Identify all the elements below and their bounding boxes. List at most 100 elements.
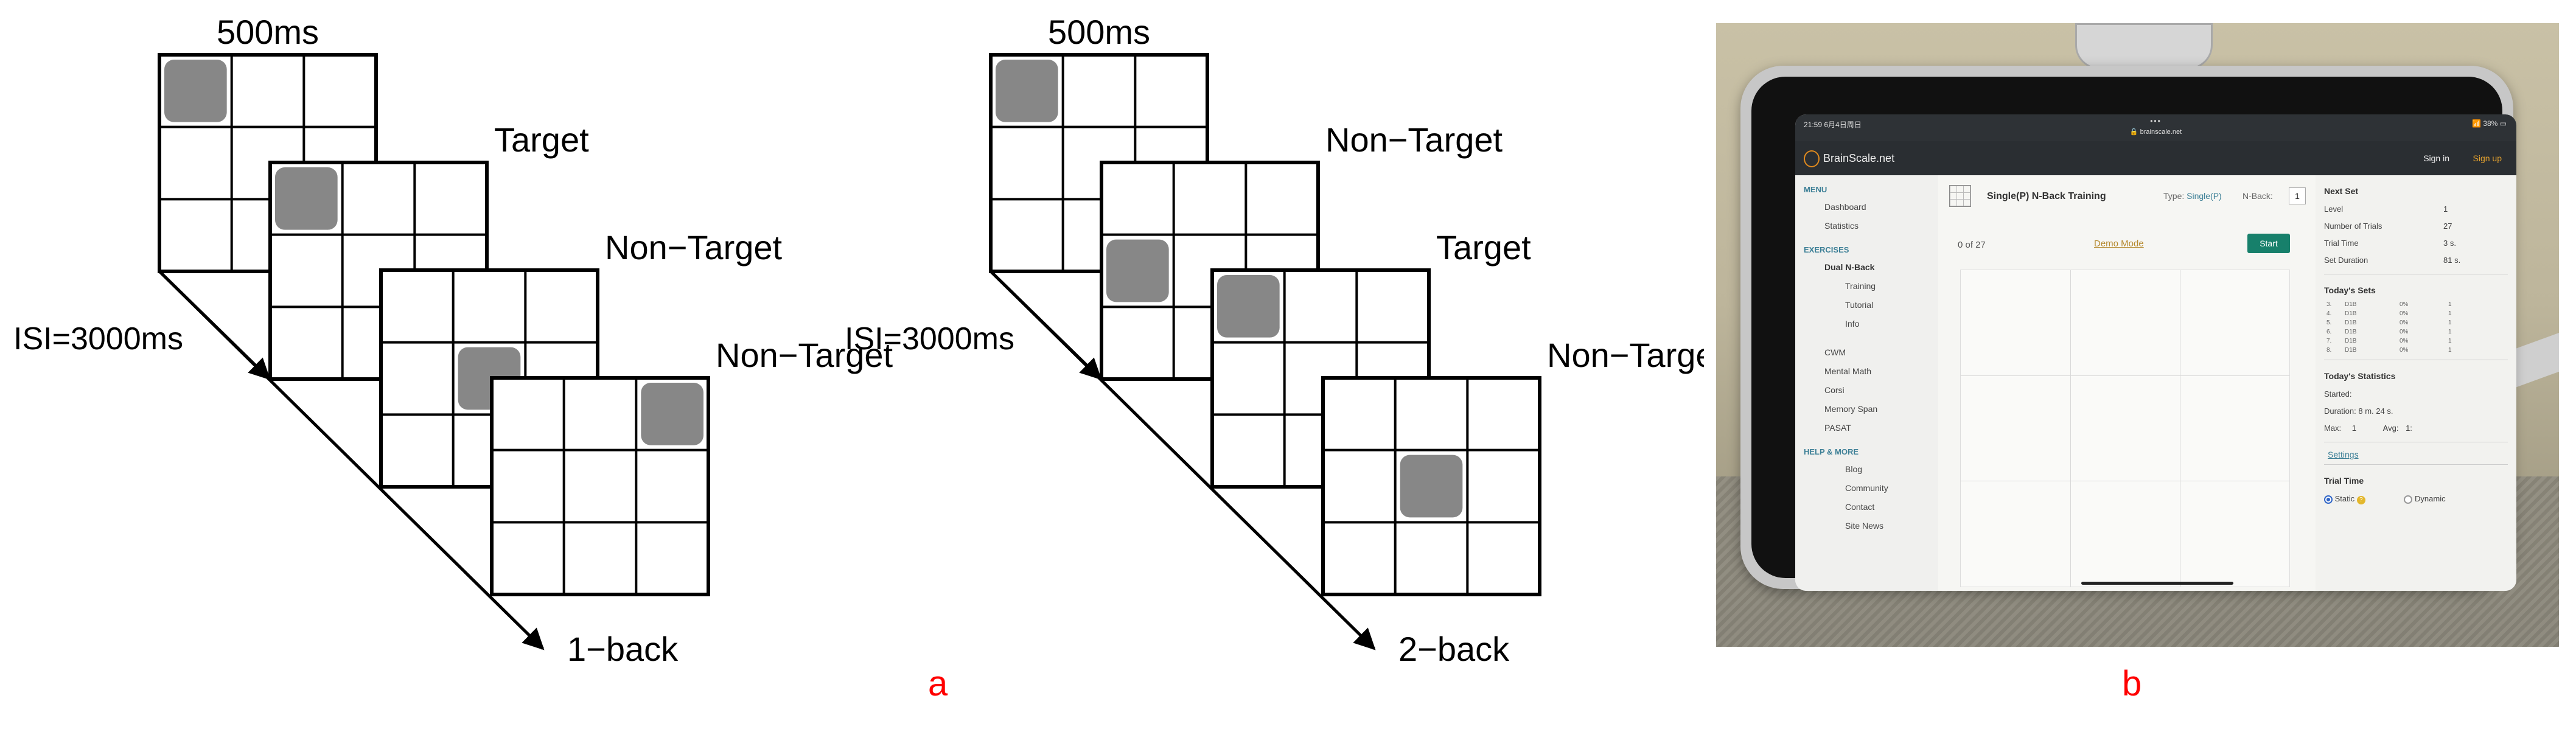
next-set-label: Trial Time: [2324, 239, 2359, 248]
duration-value: 8 m. 24 s.: [2358, 406, 2393, 416]
type-value[interactable]: Single(P): [2187, 191, 2222, 201]
nback-level-label: 1−back: [567, 630, 679, 668]
caption-a: a: [928, 664, 948, 703]
isi-arrow: [990, 270, 1102, 380]
stimulus-square: [641, 383, 703, 445]
sidebar-section-title: HELP & MORE: [1804, 447, 1859, 456]
more-dots[interactable]: •••: [2150, 117, 2162, 125]
stimulus-frame: Non−Target: [1321, 336, 1704, 596]
tablet-mount: [2075, 23, 2213, 69]
panel-a-diagrams: 500ms ISI=3000ms 1−back Target Non−Target Non…: [13, 13, 1704, 668]
todays-sets-title: Today's Sets: [2324, 285, 2376, 295]
started-label: Started:: [2324, 389, 2352, 399]
next-set-rows: Level 1 Number of Trials 27 Trial Time 3 s. Se…: [2316, 201, 2516, 269]
duration-row: Duration: 8 m. 24 s.: [2324, 403, 2516, 420]
stimulus-square: [164, 60, 227, 122]
status-bar: 21:59 6月4日周日 ••• 🔒 brainscale.net 📶 38% …: [1795, 114, 2516, 141]
next-set-value: 1: [2443, 204, 2448, 214]
todays-set-row: 8. D1B 0% 1: [2326, 346, 2516, 355]
training-title: Single(P) N-Back Training: [1987, 191, 2106, 201]
sidebar-item-training[interactable]: Training: [1845, 281, 1876, 291]
demo-mode-link[interactable]: Demo Mode: [2094, 239, 2144, 249]
divider: [2324, 464, 2508, 465]
brand-name[interactable]: BrainScale.net: [1823, 152, 1895, 164]
status-time: 21:59 6月4日周日: [1804, 120, 1862, 129]
set-percent: 0%: [2400, 338, 2409, 344]
set-percent: 0%: [2400, 329, 2409, 335]
set-name: D1B: [2345, 319, 2357, 326]
dynamic-label[interactable]: Dynamic: [2415, 494, 2446, 503]
set-percent: 0%: [2400, 319, 2409, 326]
sidebar-item-dashboard[interactable]: Dashboard: [1824, 202, 1866, 212]
frame-label: Target: [494, 120, 589, 159]
isi-label: ISI=3000ms: [13, 321, 183, 357]
nback-level-label: 2−back: [1398, 630, 1510, 668]
set-level: 1: [2448, 310, 2452, 317]
set-number: 5.: [2326, 319, 2332, 326]
set-number: 8.: [2326, 347, 2332, 354]
avg-label: Avg:: [2382, 424, 2399, 433]
stimulus-square: [996, 60, 1058, 122]
sidebar-item-cwm[interactable]: CWM: [1824, 347, 1846, 357]
address-bar[interactable]: 🔒 brainscale.net: [2129, 128, 2182, 136]
help-icon[interactable]: ?: [2356, 496, 2365, 504]
sidebar-section-title: MENU: [1804, 185, 1827, 194]
dynamic-radio[interactable]: [2404, 495, 2413, 504]
todays-set-row: 5. D1B 0% 1: [2326, 318, 2516, 327]
set-number: 7.: [2326, 338, 2332, 344]
static-radio[interactable]: [2324, 495, 2333, 504]
static-label[interactable]: Static: [2334, 494, 2355, 503]
next-set-value: 27: [2443, 221, 2452, 231]
next-set-row: Number of Trials 27: [2324, 218, 2516, 235]
board-line: [1961, 375, 2289, 376]
next-set-row: Trial Time 3 s.: [2324, 235, 2516, 252]
nback-input[interactable]: 1: [2289, 187, 2306, 204]
set-name: D1B: [2345, 338, 2357, 344]
sidebar-section-title: EXERCISES: [1804, 245, 1849, 254]
nback-board: [1960, 270, 2290, 587]
todays-set-row: 6. D1B 0% 1: [2326, 327, 2516, 336]
sidebar-item-memory-span[interactable]: Memory Span: [1824, 404, 1878, 414]
sidebar-item-pasat[interactable]: PASAT: [1824, 423, 1851, 433]
isi-arrow: [158, 270, 271, 380]
start-button[interactable]: Start: [2247, 234, 2290, 253]
sidebar-item-info[interactable]: Info: [1845, 319, 1860, 329]
stats-panel: Next Set Level 1 Number of Trials 27 Trial T…: [2316, 175, 2516, 591]
set-name: D1B: [2345, 301, 2357, 308]
sidebar-item-dual-n-back[interactable]: Dual N-Back: [1824, 262, 1875, 272]
sidebar-item-site-news[interactable]: Site News: [1845, 521, 1884, 531]
todays-set-row: 7. D1B 0% 1: [2326, 336, 2516, 346]
trial-time-options: Static ? Dynamic: [2324, 490, 2516, 507]
frame-label: Non−Target: [1547, 336, 1704, 374]
stimulus-square: [1106, 239, 1169, 302]
caption-b: b: [2122, 664, 2142, 703]
set-name: D1B: [2345, 329, 2357, 335]
sidebar-item-tutorial[interactable]: Tutorial: [1845, 300, 1874, 310]
sign-in-link[interactable]: Sign in: [2423, 153, 2449, 163]
sidebar-item-blog[interactable]: Blog: [1845, 464, 1863, 474]
sidebar-item-statistics[interactable]: Statistics: [1824, 221, 1859, 231]
set-percent: 0%: [2400, 347, 2409, 354]
board-line: [2070, 270, 2071, 587]
sign-up-link[interactable]: Sign up: [2473, 153, 2502, 163]
set-level: 1: [2448, 338, 2452, 344]
started-row: Started:: [2324, 386, 2516, 403]
sidebar-spacer: [1795, 333, 1938, 343]
todays-set-row: 4. D1B 0% 1: [2326, 309, 2516, 318]
isi-label: ISI=3000ms: [845, 321, 1014, 357]
brain-logo-icon[interactable]: [1804, 150, 1820, 167]
nback-diagram-1: 500ms ISI=3000ms 1−back Target Non−Target Non…: [13, 13, 893, 668]
settings-link[interactable]: Settings: [2328, 450, 2359, 459]
set-number: 6.: [2326, 329, 2332, 335]
max-avg-row: Max: 1 Avg: 1:: [2324, 420, 2516, 437]
sidebar-item-corsi[interactable]: Corsi: [1824, 385, 1845, 395]
training-panel: Single(P) N-Back Training Type: Single(P…: [1938, 175, 2316, 591]
sidebar-item-mental-math[interactable]: Mental Math: [1824, 366, 1872, 376]
sidebar-item-community[interactable]: Community: [1845, 483, 1888, 493]
set-number: 3.: [2326, 301, 2332, 308]
home-indicator[interactable]: [2081, 582, 2233, 585]
stimulus-square: [1217, 275, 1280, 338]
frame-label: Non−Target: [716, 336, 893, 374]
sidebar-item-contact[interactable]: Contact: [1845, 502, 1875, 512]
nback-label: N-Back:: [2243, 191, 2273, 201]
